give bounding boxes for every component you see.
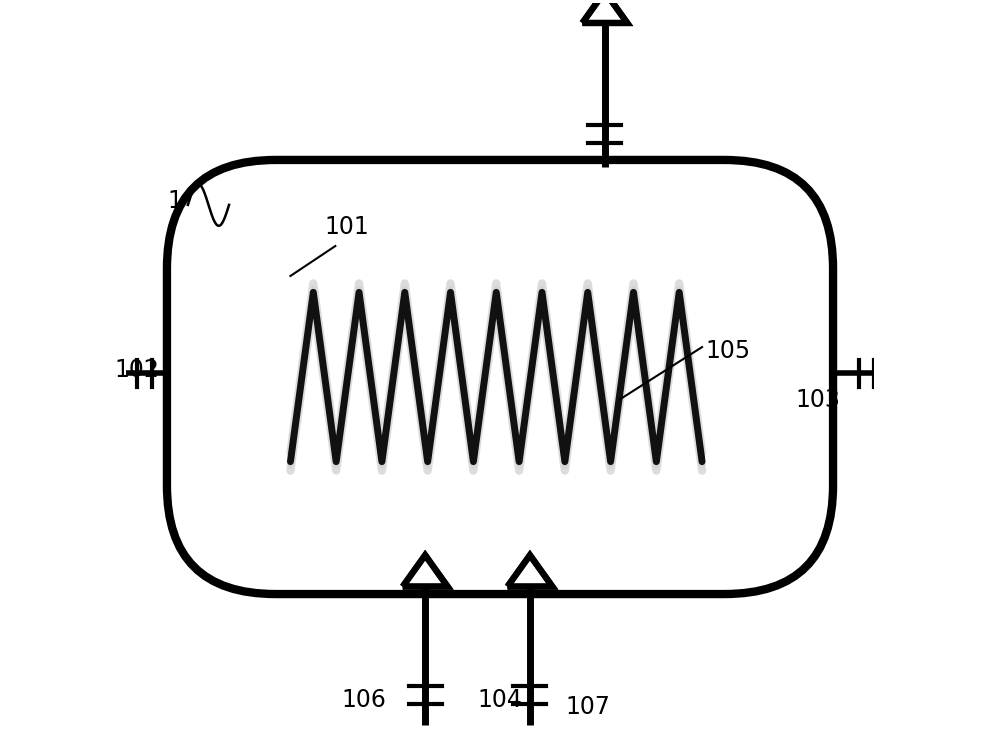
Text: 102: 102 [115, 357, 159, 382]
Text: 106: 106 [341, 688, 386, 712]
FancyBboxPatch shape [167, 160, 833, 594]
Polygon shape [897, 358, 921, 388]
Text: 103: 103 [796, 388, 841, 412]
Text: 101: 101 [324, 215, 369, 238]
Text: 105: 105 [706, 339, 751, 363]
Text: 1: 1 [167, 189, 182, 213]
Polygon shape [403, 555, 448, 587]
Text: 107: 107 [566, 695, 611, 719]
Polygon shape [87, 358, 111, 388]
Polygon shape [507, 555, 552, 587]
Polygon shape [582, 0, 627, 23]
Text: 104: 104 [478, 688, 522, 712]
